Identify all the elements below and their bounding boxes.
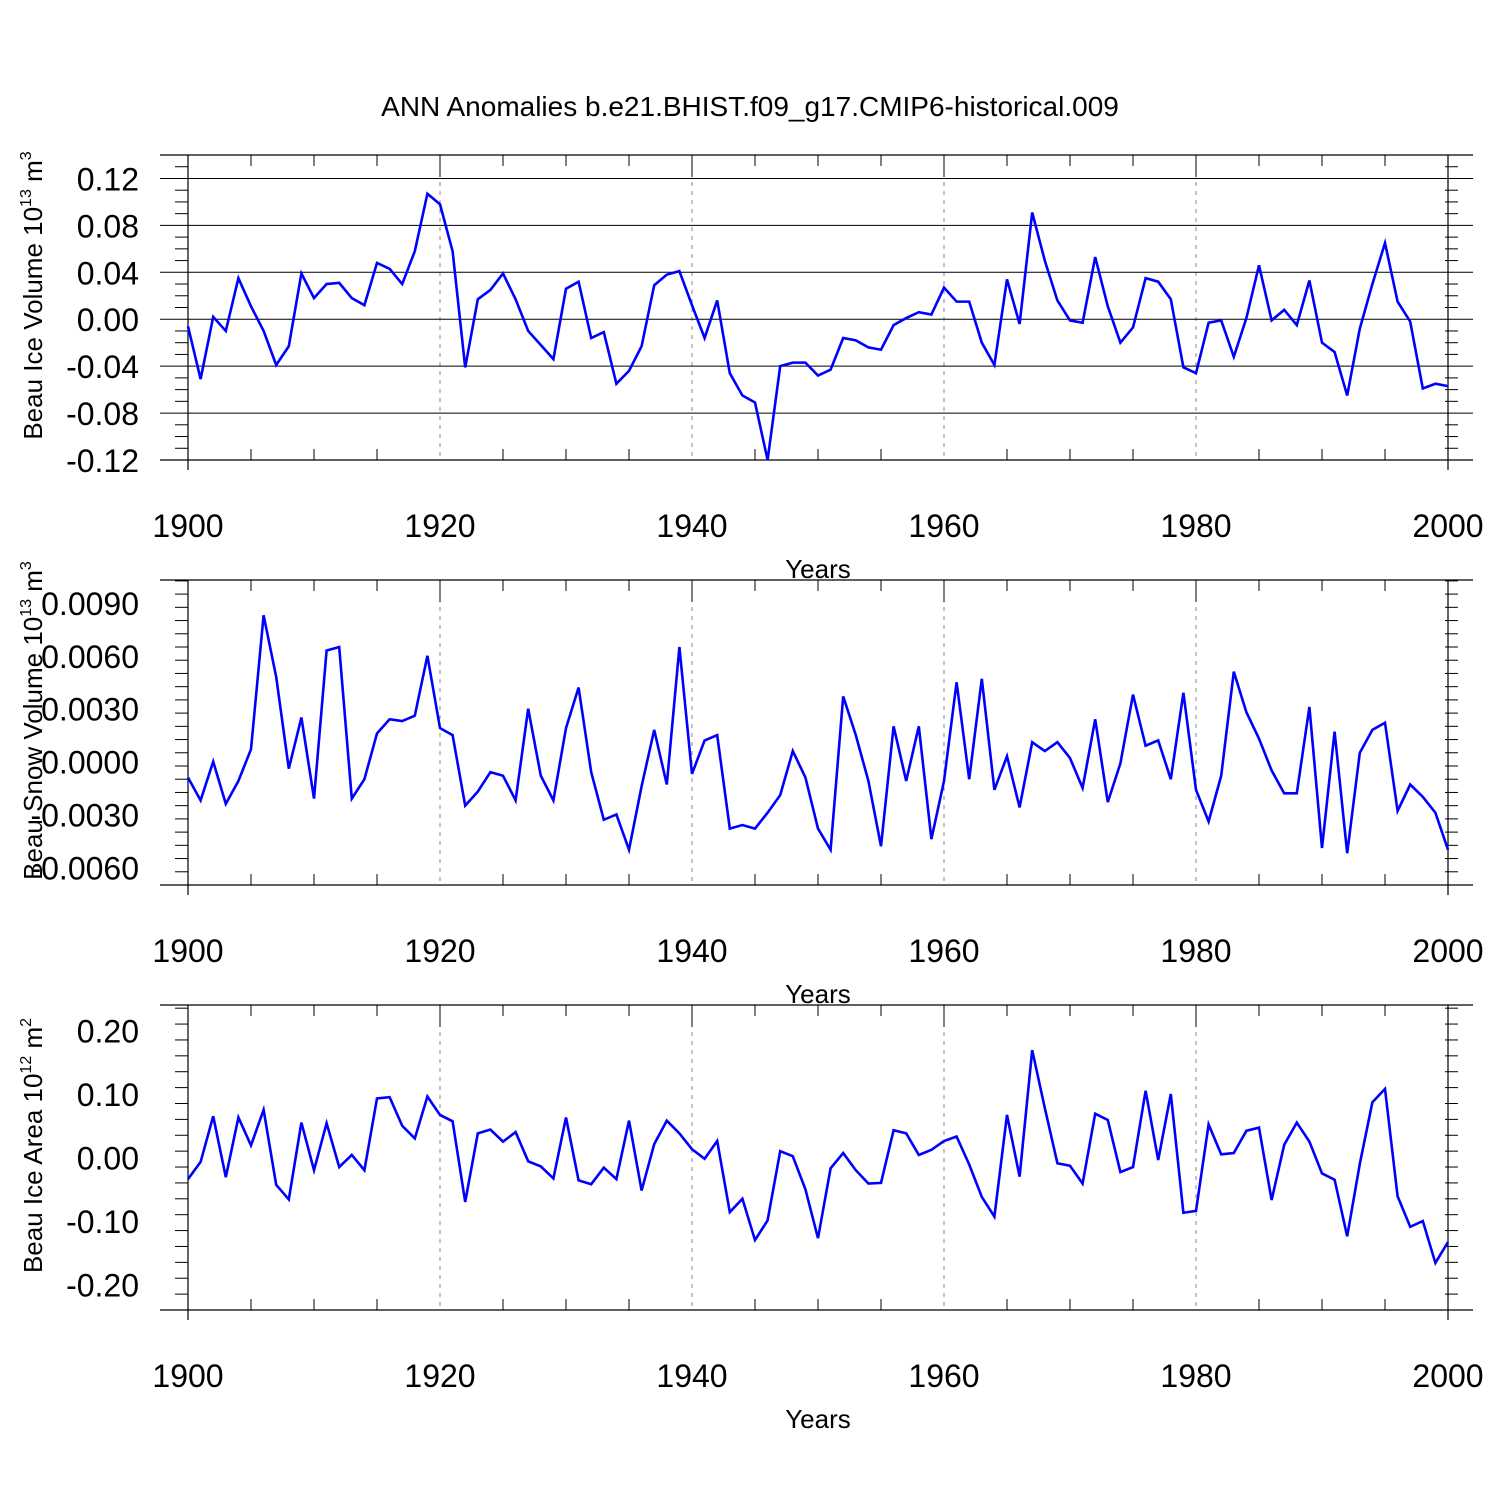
x-tick-label-1900: 1900: [152, 933, 223, 969]
x-tick-label-2000: 2000: [1412, 508, 1483, 544]
y-axis-title-part: m: [18, 1027, 48, 1056]
y-axis-title-superscript: 13: [18, 599, 35, 617]
y-tick-label: 0.04: [77, 255, 139, 291]
x-tick-label-1940: 1940: [656, 508, 727, 544]
x-tick-label-2000: 2000: [1412, 933, 1483, 969]
y-axis-title-superscript: 2: [18, 1018, 35, 1027]
y-axis-title: Beau Ice Area 1012 m2: [18, 1018, 48, 1273]
x-tick-label-1960: 1960: [908, 1358, 979, 1394]
x-tick-label-1900: 1900: [152, 1358, 223, 1394]
series-line-beau-ice-area: [186, 1049, 1450, 1267]
series-line-beau-ice-volume: [186, 191, 1449, 461]
chart-title: ANN Anomalies b.e21.BHIST.f09_g17.CMIP6-…: [381, 91, 1119, 122]
panel-ice-area: 1900 1920 1940 1960 1980 2000 Years -0.20 -0.10 0…: [18, 1004, 1484, 1434]
y-tick-label: -0.12: [66, 443, 139, 479]
x-axis-title: Years: [785, 1404, 851, 1434]
y-axis-title-superscript: 12: [18, 1056, 35, 1074]
y-tick-label: -0.08: [66, 396, 139, 432]
y-tick-label: 0.20: [77, 1013, 139, 1049]
x-tick-label-1920: 1920: [404, 1358, 475, 1394]
panel-snow-volume: 1900 1920 1940 1960 1980 2000 Years -0.0060 -0.0…: [18, 561, 1484, 1009]
panel-ice-volume: 1900 1920 1940 1960 1980 2000 Years -0.12 -0.08 -…: [18, 151, 1484, 584]
y-axis-title-superscript: 3: [18, 151, 35, 160]
y-tick-label: 0.00: [77, 302, 139, 338]
x-tick-label-1900: 1900: [152, 508, 223, 544]
y-tick-label: 0.0030: [41, 692, 139, 728]
y-tick-label: -0.0060: [30, 850, 139, 886]
y-axis-title-part: m: [18, 160, 48, 189]
x-tick-label-1940: 1940: [656, 1358, 727, 1394]
x-tick-label-1960: 1960: [908, 933, 979, 969]
y-tick-label: 0.12: [77, 161, 139, 197]
y-axis-title-part: Beau Ice Volume 10: [18, 207, 48, 440]
y-tick-label: -0.04: [66, 349, 139, 385]
y-tick-label: -0.10: [66, 1204, 139, 1240]
y-axis-title-superscript: 13: [18, 189, 35, 207]
y-axis-title-superscript: 3: [18, 561, 35, 570]
x-tick-label-1940: 1940: [656, 933, 727, 969]
y-tick-label: 0.00: [77, 1141, 139, 1177]
x-tick-label-2000: 2000: [1412, 1358, 1483, 1394]
y-tick-label: 0.0090: [41, 586, 139, 622]
series-line-beau-snow-volume: [186, 614, 1450, 855]
x-tick-label-1980: 1980: [1160, 1358, 1231, 1394]
x-axis-title: Years: [785, 979, 851, 1009]
x-axis-title: Years: [785, 554, 851, 584]
y-axis-title: Beau Ice Volume 1013 m3: [18, 151, 48, 439]
x-tick-label-1980: 1980: [1160, 933, 1231, 969]
y-axis-title-part: m: [18, 570, 48, 599]
x-tick-label-1960: 1960: [908, 508, 979, 544]
x-tick-label-1980: 1980: [1160, 508, 1231, 544]
y-tick-label: 0.10: [77, 1077, 139, 1113]
y-tick-label: -0.0030: [30, 797, 139, 833]
y-tick-label: 0.0060: [41, 639, 139, 675]
y-tick-label: -0.20: [66, 1268, 139, 1304]
y-axis-title: Beau Snow Volume 1013 m3: [18, 561, 48, 880]
y-axis-title-part: Beau Snow Volume 10: [18, 617, 48, 880]
x-tick-label-1920: 1920: [404, 933, 475, 969]
x-tick-label-1920: 1920: [404, 508, 475, 544]
y-tick-label: 0.0000: [41, 745, 139, 781]
y-tick-label: 0.08: [77, 208, 139, 244]
y-axis-title-part: Beau Ice Area 10: [18, 1074, 48, 1273]
